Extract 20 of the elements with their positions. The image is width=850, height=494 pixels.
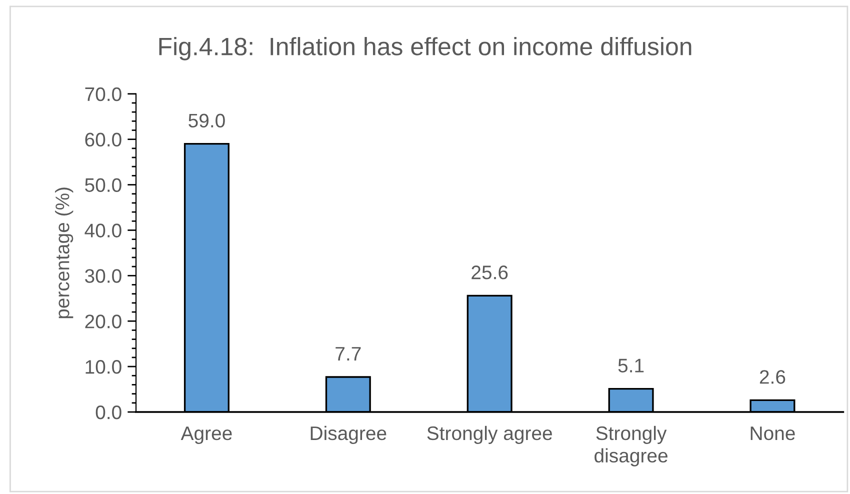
x-tick-label: Disagree — [310, 426, 386, 444]
x-tick-label: Strongly disagree — [594, 426, 668, 466]
y-tick-label: 70.0 — [85, 87, 122, 102]
chart-title: Fig.4.18: Inflation has effect on income diffusion — [159, 37, 692, 60]
data-label: 5.1 — [618, 358, 644, 372]
x-tick-label: Agree — [180, 426, 232, 444]
y-tick-label: 30.0 — [85, 269, 122, 283]
x-tick-label: None — [750, 426, 795, 440]
y-tick-label: 20.0 — [85, 314, 122, 328]
data-label: 59.0 — [188, 114, 225, 128]
data-label: 2.6 — [760, 370, 786, 384]
data-label: 25.6 — [472, 266, 508, 280]
y-tick-label: 40.0 — [84, 224, 122, 238]
y-tick-label: 10.0 — [86, 360, 122, 374]
x-tick-label: Strongly agree — [427, 426, 552, 444]
y-axis-title: percentage (%) — [55, 188, 74, 318]
y-tick-label: 60.0 — [85, 132, 122, 147]
data-label: 7.7 — [336, 347, 361, 360]
y-tick-label: 50.0 — [85, 178, 122, 192]
y-tick-label: 0.0 — [96, 405, 122, 420]
